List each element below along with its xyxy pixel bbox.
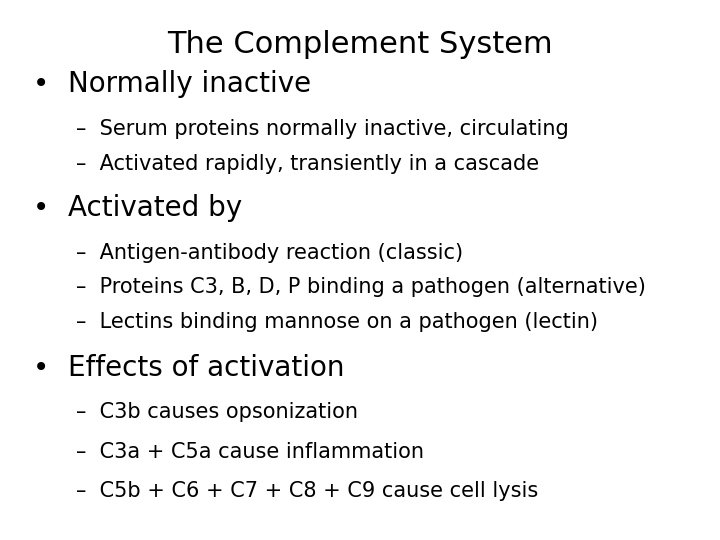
Text: –  Serum proteins normally inactive, circulating: – Serum proteins normally inactive, circ… [76, 118, 568, 139]
Text: Activated by: Activated by [68, 194, 243, 222]
Text: –  Lectins binding mannose on a pathogen (lectin): – Lectins binding mannose on a pathogen … [76, 312, 598, 333]
Text: Normally inactive: Normally inactive [68, 70, 312, 98]
Text: •: • [32, 194, 49, 222]
Text: –  Activated rapidly, transiently in a cascade: – Activated rapidly, transiently in a ca… [76, 153, 539, 174]
Text: –  C3a + C5a cause inflammation: – C3a + C5a cause inflammation [76, 442, 423, 462]
Text: –  C3b causes opsonization: – C3b causes opsonization [76, 402, 358, 422]
Text: –  Proteins C3, B, D, P binding a pathogen (alternative): – Proteins C3, B, D, P binding a pathoge… [76, 277, 645, 298]
Text: •: • [32, 70, 49, 98]
Text: Effects of activation: Effects of activation [68, 354, 345, 382]
Text: –  Antigen-antibody reaction (classic): – Antigen-antibody reaction (classic) [76, 242, 463, 263]
Text: •: • [32, 354, 49, 382]
Text: The Complement System: The Complement System [167, 30, 553, 59]
Text: –  C5b + C6 + C7 + C8 + C9 cause cell lysis: – C5b + C6 + C7 + C8 + C9 cause cell lys… [76, 481, 538, 502]
